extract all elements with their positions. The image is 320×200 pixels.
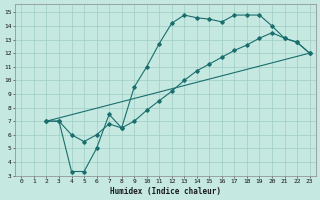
X-axis label: Humidex (Indice chaleur): Humidex (Indice chaleur) xyxy=(110,187,221,196)
